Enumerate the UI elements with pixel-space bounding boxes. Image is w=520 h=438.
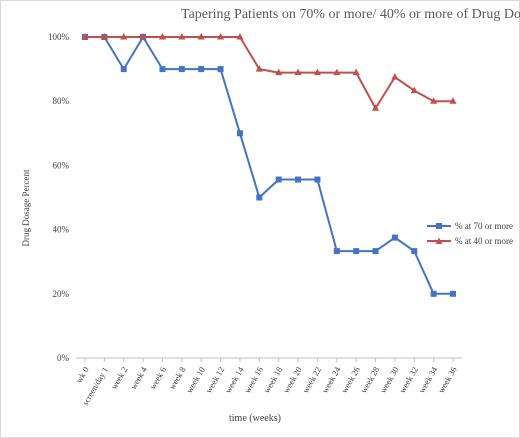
data-point-40 [430, 97, 438, 104]
x-axis-label: time (weeks) [229, 413, 281, 424]
data-point-70 [411, 248, 418, 255]
data-point-70 [333, 248, 340, 255]
legend-swatch-triangle-icon [427, 235, 451, 247]
legend-label-40: % at 40 or more [455, 235, 513, 246]
y-tick-label: 60% [53, 160, 70, 170]
data-point-70 [178, 66, 185, 73]
x-tick-label: week 2 [109, 365, 130, 391]
data-point-40 [449, 97, 457, 104]
data-point-70 [391, 234, 398, 241]
series-line-70 [85, 36, 453, 295]
data-point-70 [198, 66, 205, 73]
data-point-40 [313, 68, 322, 76]
data-point-40 [275, 68, 283, 76]
data-point-40 [216, 33, 225, 40]
data-point-40 [236, 33, 244, 40]
legend-swatch-square-icon [427, 220, 451, 232]
y-axis-label: Drug Dosage Percent [21, 169, 31, 247]
data-point-40 [333, 68, 341, 76]
data-point-40 [139, 33, 147, 40]
data-point-70 [450, 290, 456, 297]
x-tick-label: week 6 [147, 365, 168, 391]
data-point-70 [236, 130, 243, 137]
legend-label-70: % at 70 or more [455, 220, 513, 231]
x-tick-label: week 36 [436, 365, 459, 395]
legend-item-40: % at 40 or more [427, 233, 513, 248]
data-point-70 [353, 248, 360, 255]
series-line-40 [85, 36, 453, 110]
data-point-40 [294, 68, 302, 76]
y-tick-label: 40% [53, 225, 70, 235]
y-tick-label: 0% [57, 353, 70, 363]
data-point-70 [275, 176, 282, 183]
chart-title: Tapering Patients on 70% or more/ 40% or… [181, 7, 520, 22]
data-point-40 [100, 33, 108, 40]
data-point-40 [371, 104, 380, 111]
legend: % at 70 or more % at 40 or more [427, 218, 513, 248]
data-point-70 [256, 194, 263, 201]
data-point-40 [410, 86, 418, 94]
data-point-40 [352, 68, 360, 76]
y-tick-label: 20% [53, 289, 70, 299]
data-point-70 [120, 66, 127, 73]
x-tick-label: week 4 [128, 364, 149, 391]
data-point-40 [120, 33, 128, 40]
data-point-70 [314, 176, 321, 183]
data-point-40 [81, 33, 89, 40]
data-point-40 [197, 33, 205, 40]
data-point-70 [217, 66, 224, 73]
data-point-40 [158, 33, 167, 40]
data-point-70 [372, 248, 379, 255]
data-point-40 [178, 33, 186, 40]
x-tick-label: wk 0 [74, 365, 91, 385]
data-point-70 [159, 66, 166, 73]
legend-item-70: % at 70 or more [427, 218, 513, 233]
y-tick-label: 80% [53, 96, 70, 106]
data-point-40 [391, 73, 399, 80]
y-tick-label: 100% [48, 32, 70, 42]
data-point-40 [255, 65, 263, 72]
data-point-70 [430, 290, 437, 297]
data-point-70 [295, 176, 302, 183]
